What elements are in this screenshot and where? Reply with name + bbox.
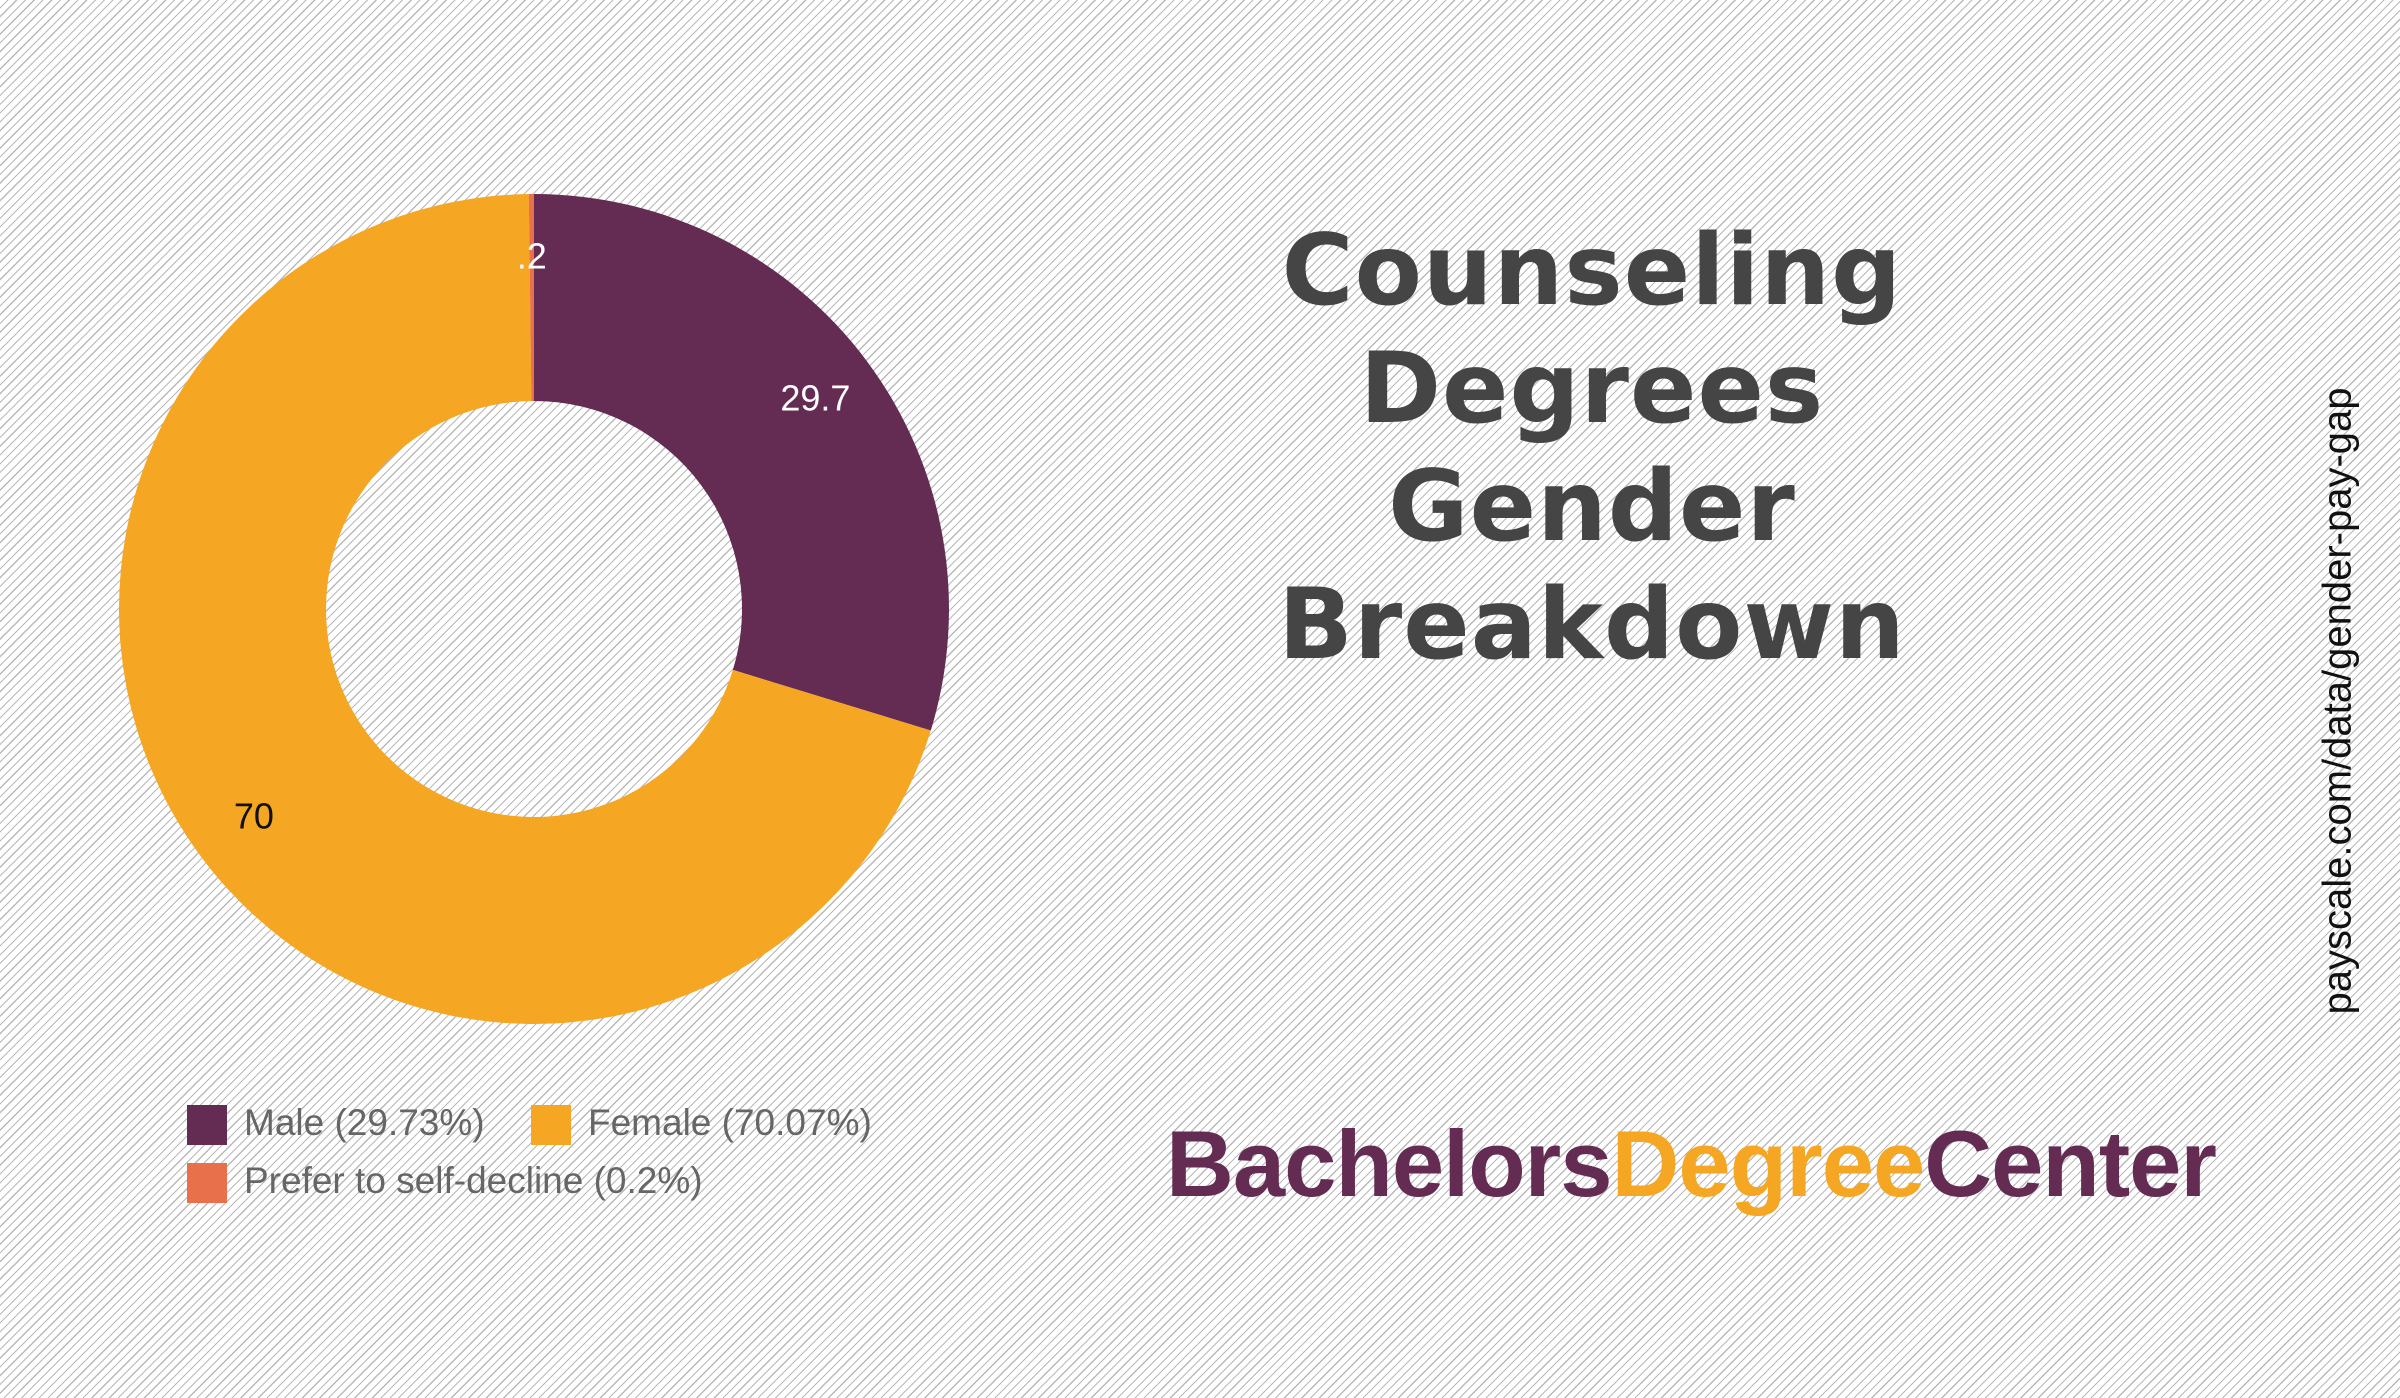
slice xyxy=(534,194,949,731)
data-label: 29.7 xyxy=(780,377,850,418)
brand-part: Degree xyxy=(1611,1111,1926,1216)
brand-part: Center xyxy=(1924,1111,2217,1216)
slice xyxy=(118,194,931,1025)
data-label: 70 xyxy=(234,795,274,836)
legend-label: Prefer to self-decline (0.2%) xyxy=(244,1160,703,1201)
legend-swatch xyxy=(187,1163,227,1203)
brand: BachelorsDegreeCenter xyxy=(1166,1110,2217,1218)
legend-swatch xyxy=(187,1105,227,1145)
slice xyxy=(528,194,534,402)
chart: 29.7 70 .2 Male (29.73%) Female (70.07%) Pref… xyxy=(118,194,949,1203)
chart-title: Counseling Degrees Gender Breakdown xyxy=(1278,214,1906,682)
data-label: .2 xyxy=(517,236,547,277)
legend-label: Male (29.73%) xyxy=(244,1102,485,1143)
legend-label: Female (70.07%) xyxy=(588,1102,872,1143)
brand-part: Bachelors xyxy=(1166,1111,1613,1216)
legend-swatch xyxy=(531,1105,571,1145)
source: payscale.com/data/gender-pay-gap xyxy=(2315,387,2360,1015)
